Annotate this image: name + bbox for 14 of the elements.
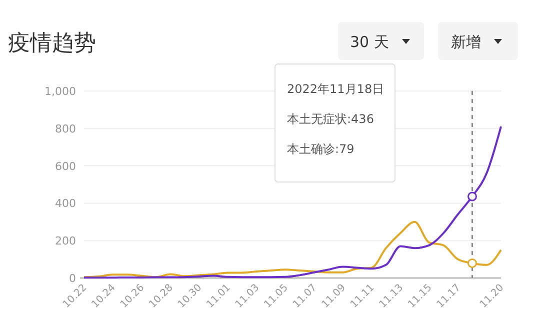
annotation: 本土确诊:79 bbox=[287, 142, 354, 156]
line-series bbox=[83, 126, 502, 279]
y-tick-label: 800 bbox=[55, 122, 76, 136]
y-tick-label: 400 bbox=[55, 197, 76, 210]
y-tick-label: 200 bbox=[55, 234, 76, 248]
y-tick-label: 1,000 bbox=[44, 85, 76, 98]
text: 30 天 bbox=[350, 33, 389, 51]
text: 新增 bbox=[451, 33, 481, 51]
annotation: 本土无症状:436 bbox=[287, 112, 374, 126]
annotation: 2022年11月18日 bbox=[287, 82, 384, 96]
chart-title: 疫情趋势 bbox=[8, 31, 96, 56]
y-tick-label: 0 bbox=[69, 272, 76, 285]
line-series bbox=[83, 220, 502, 278]
y-tick-label: 600 bbox=[55, 160, 76, 173]
